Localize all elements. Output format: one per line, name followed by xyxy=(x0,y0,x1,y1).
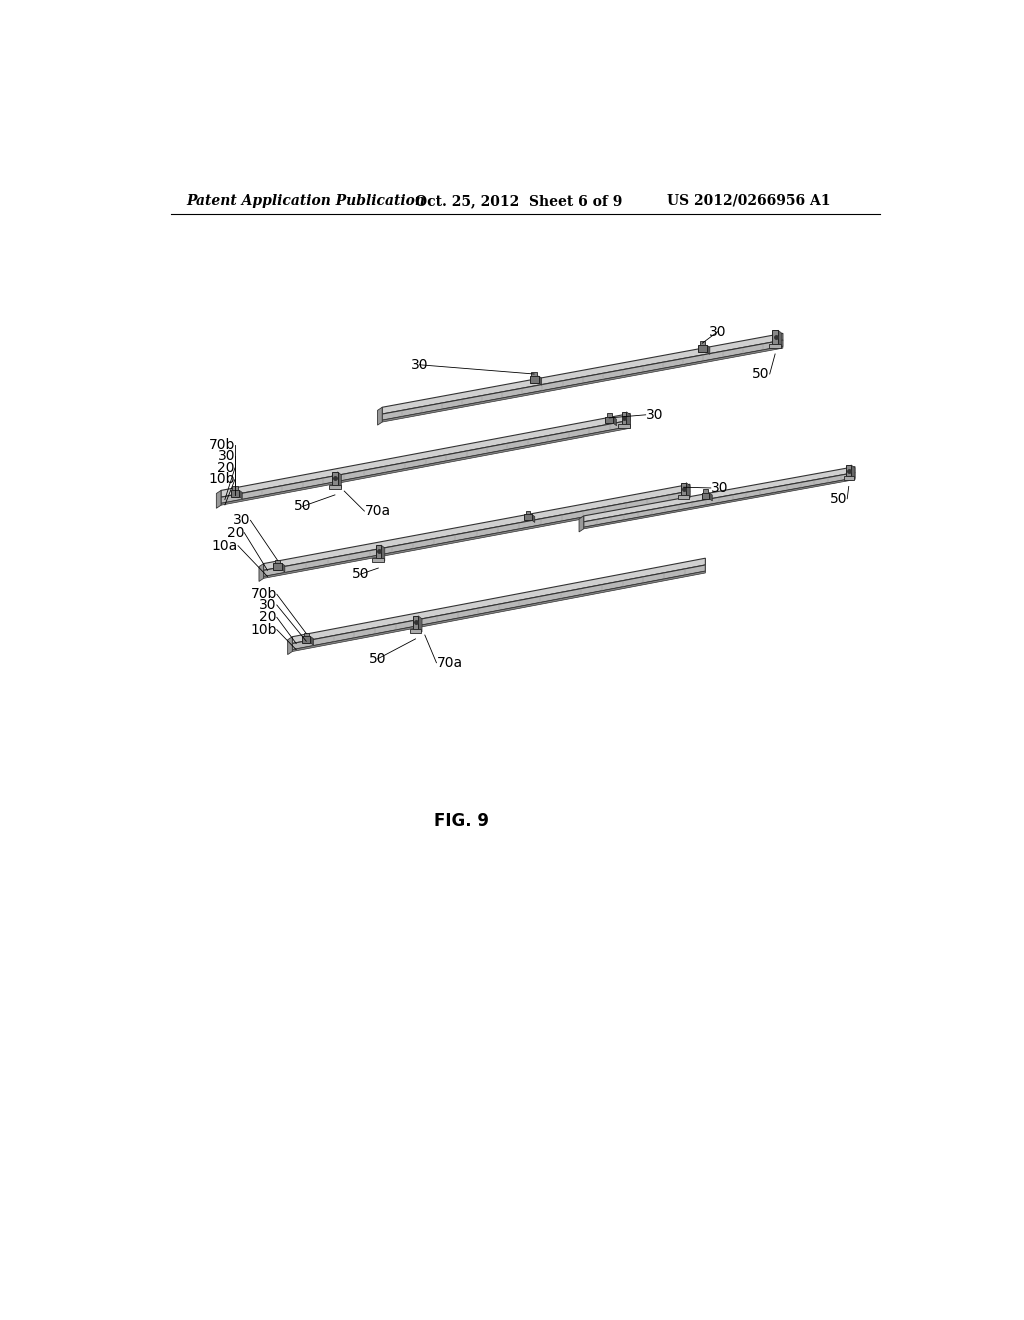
Text: 50: 50 xyxy=(352,568,370,581)
Text: US 2012/0266956 A1: US 2012/0266956 A1 xyxy=(667,194,830,207)
Polygon shape xyxy=(376,545,381,558)
Text: 50: 50 xyxy=(753,367,770,381)
Polygon shape xyxy=(699,341,706,345)
Polygon shape xyxy=(373,558,384,562)
Text: Oct. 25, 2012  Sheet 6 of 9: Oct. 25, 2012 Sheet 6 of 9 xyxy=(415,194,623,207)
Polygon shape xyxy=(703,490,708,492)
Polygon shape xyxy=(539,376,542,385)
Polygon shape xyxy=(772,330,778,345)
Polygon shape xyxy=(531,372,537,376)
Polygon shape xyxy=(378,408,382,425)
Polygon shape xyxy=(382,334,783,414)
Polygon shape xyxy=(769,345,781,348)
Polygon shape xyxy=(529,376,539,383)
Polygon shape xyxy=(382,341,783,420)
Text: 20: 20 xyxy=(259,610,276,624)
Polygon shape xyxy=(410,628,422,632)
Polygon shape xyxy=(282,564,285,572)
Polygon shape xyxy=(678,495,689,499)
Polygon shape xyxy=(292,565,706,649)
Polygon shape xyxy=(618,424,630,428)
Text: FIG. 9: FIG. 9 xyxy=(434,812,488,829)
Polygon shape xyxy=(221,420,630,503)
Text: 20: 20 xyxy=(226,525,245,540)
Polygon shape xyxy=(263,484,690,570)
Polygon shape xyxy=(221,426,630,506)
Polygon shape xyxy=(310,636,313,645)
Polygon shape xyxy=(710,492,713,500)
Polygon shape xyxy=(707,345,710,354)
Polygon shape xyxy=(844,477,854,480)
Text: 50: 50 xyxy=(369,652,386,665)
Polygon shape xyxy=(381,545,385,561)
Polygon shape xyxy=(686,483,690,498)
Polygon shape xyxy=(333,471,338,484)
Polygon shape xyxy=(275,560,281,564)
Text: Patent Application Publication: Patent Application Publication xyxy=(186,194,425,207)
Polygon shape xyxy=(584,473,855,527)
Text: 70a: 70a xyxy=(365,504,390,517)
Polygon shape xyxy=(382,346,783,422)
Polygon shape xyxy=(329,484,341,488)
Text: 30: 30 xyxy=(709,325,726,339)
Text: 70a: 70a xyxy=(436,656,463,669)
Polygon shape xyxy=(778,330,781,347)
Polygon shape xyxy=(584,467,855,521)
Text: 30: 30 xyxy=(646,408,664,422)
Polygon shape xyxy=(288,636,292,655)
Text: 70b: 70b xyxy=(209,438,234,451)
Polygon shape xyxy=(418,615,422,632)
Polygon shape xyxy=(531,515,535,523)
Text: 50: 50 xyxy=(829,492,847,506)
Text: 30: 30 xyxy=(232,513,251,527)
Polygon shape xyxy=(697,345,707,352)
Text: 20: 20 xyxy=(217,461,234,475)
Text: 30: 30 xyxy=(217,449,234,463)
Polygon shape xyxy=(613,417,616,426)
Polygon shape xyxy=(292,572,706,652)
Text: 30: 30 xyxy=(711,480,728,495)
Text: 70b: 70b xyxy=(251,587,276,601)
Polygon shape xyxy=(232,487,238,490)
Text: 30: 30 xyxy=(411,358,428,372)
Polygon shape xyxy=(230,490,240,496)
Polygon shape xyxy=(221,413,630,498)
Polygon shape xyxy=(259,564,263,581)
Polygon shape xyxy=(627,412,631,428)
Text: 10b: 10b xyxy=(209,473,234,487)
Polygon shape xyxy=(292,558,706,644)
Polygon shape xyxy=(622,412,627,424)
Polygon shape xyxy=(263,498,690,578)
Polygon shape xyxy=(240,490,243,499)
Polygon shape xyxy=(338,471,341,488)
Polygon shape xyxy=(524,515,531,520)
Polygon shape xyxy=(605,417,613,424)
Polygon shape xyxy=(525,511,530,515)
Polygon shape xyxy=(681,483,686,495)
Text: 10a: 10a xyxy=(212,539,238,553)
Text: 30: 30 xyxy=(259,598,276,612)
Polygon shape xyxy=(584,478,855,529)
Text: 50: 50 xyxy=(294,499,311,513)
Polygon shape xyxy=(273,564,282,570)
Polygon shape xyxy=(851,465,855,479)
Polygon shape xyxy=(216,491,221,508)
Text: 10b: 10b xyxy=(250,623,276,636)
Polygon shape xyxy=(263,491,690,577)
Polygon shape xyxy=(579,516,584,532)
Polygon shape xyxy=(606,413,611,417)
Polygon shape xyxy=(413,615,418,628)
Polygon shape xyxy=(304,632,309,636)
Polygon shape xyxy=(847,465,851,477)
Polygon shape xyxy=(701,492,710,499)
Polygon shape xyxy=(302,636,310,643)
